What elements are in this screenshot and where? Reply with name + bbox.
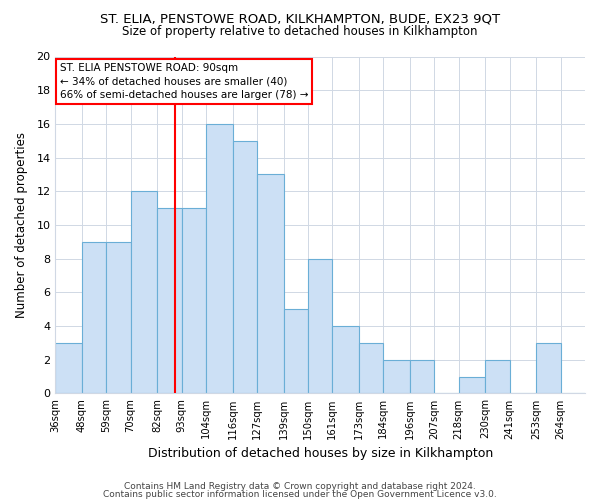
Bar <box>284 309 308 394</box>
Bar <box>332 326 359 394</box>
Text: Contains HM Land Registry data © Crown copyright and database right 2024.: Contains HM Land Registry data © Crown c… <box>124 482 476 491</box>
Bar <box>485 360 509 394</box>
Bar <box>182 208 206 394</box>
Bar <box>206 124 233 394</box>
X-axis label: Distribution of detached houses by size in Kilkhampton: Distribution of detached houses by size … <box>148 447 493 460</box>
Text: ST. ELIA PENSTOWE ROAD: 90sqm
← 34% of detached houses are smaller (40)
66% of s: ST. ELIA PENSTOWE ROAD: 90sqm ← 34% of d… <box>60 63 308 100</box>
Bar <box>410 360 434 394</box>
Text: Contains public sector information licensed under the Open Government Licence v3: Contains public sector information licen… <box>103 490 497 499</box>
Bar <box>536 343 560 394</box>
Bar <box>233 140 257 394</box>
Bar <box>308 258 332 394</box>
Bar <box>55 343 82 394</box>
Bar <box>383 360 410 394</box>
Bar <box>131 192 157 394</box>
Text: Size of property relative to detached houses in Kilkhampton: Size of property relative to detached ho… <box>122 25 478 38</box>
Text: ST. ELIA, PENSTOWE ROAD, KILKHAMPTON, BUDE, EX23 9QT: ST. ELIA, PENSTOWE ROAD, KILKHAMPTON, BU… <box>100 12 500 26</box>
Bar <box>257 174 284 394</box>
Y-axis label: Number of detached properties: Number of detached properties <box>15 132 28 318</box>
Bar <box>157 208 182 394</box>
Bar <box>106 242 131 394</box>
Bar <box>359 343 383 394</box>
Bar <box>82 242 106 394</box>
Bar <box>458 376 485 394</box>
